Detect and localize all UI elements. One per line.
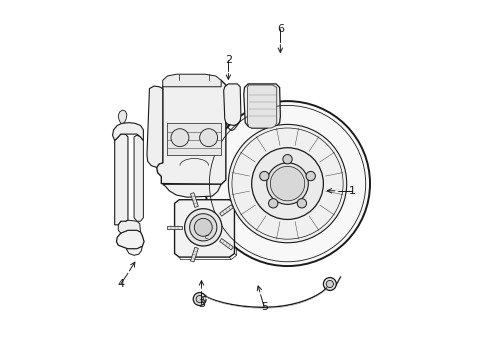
Polygon shape	[219, 239, 233, 250]
Circle shape	[251, 148, 323, 220]
Polygon shape	[126, 246, 142, 255]
Circle shape	[199, 129, 217, 147]
Polygon shape	[134, 135, 143, 221]
Circle shape	[305, 171, 315, 181]
Polygon shape	[174, 200, 234, 257]
Circle shape	[268, 199, 277, 208]
Circle shape	[297, 199, 306, 208]
Circle shape	[193, 293, 206, 306]
Text: 1: 1	[348, 186, 355, 196]
Text: 5: 5	[260, 302, 267, 312]
Circle shape	[282, 154, 292, 164]
Circle shape	[323, 278, 336, 291]
Circle shape	[259, 171, 268, 181]
Polygon shape	[167, 123, 221, 155]
Circle shape	[194, 219, 212, 236]
Polygon shape	[223, 84, 241, 126]
Polygon shape	[156, 80, 225, 184]
Polygon shape	[118, 110, 126, 123]
Polygon shape	[147, 86, 163, 167]
Polygon shape	[163, 184, 221, 197]
Circle shape	[196, 296, 203, 303]
Polygon shape	[116, 230, 144, 249]
Polygon shape	[115, 134, 128, 225]
Polygon shape	[247, 85, 276, 128]
Text: 2: 2	[224, 55, 231, 65]
Polygon shape	[163, 74, 221, 87]
Circle shape	[184, 209, 222, 246]
Polygon shape	[190, 247, 198, 262]
Polygon shape	[244, 84, 280, 128]
Text: 3: 3	[198, 299, 204, 309]
Polygon shape	[118, 220, 140, 233]
Circle shape	[189, 214, 217, 241]
Text: c: c	[204, 234, 208, 240]
Polygon shape	[112, 123, 143, 140]
Circle shape	[325, 280, 333, 288]
Circle shape	[204, 101, 369, 266]
Text: 6: 6	[276, 24, 283, 35]
Circle shape	[171, 129, 188, 147]
Polygon shape	[219, 205, 233, 216]
Circle shape	[228, 125, 346, 243]
Text: 4: 4	[117, 279, 124, 289]
Circle shape	[270, 166, 304, 201]
Polygon shape	[167, 226, 182, 229]
Circle shape	[266, 163, 308, 204]
Polygon shape	[190, 193, 198, 207]
